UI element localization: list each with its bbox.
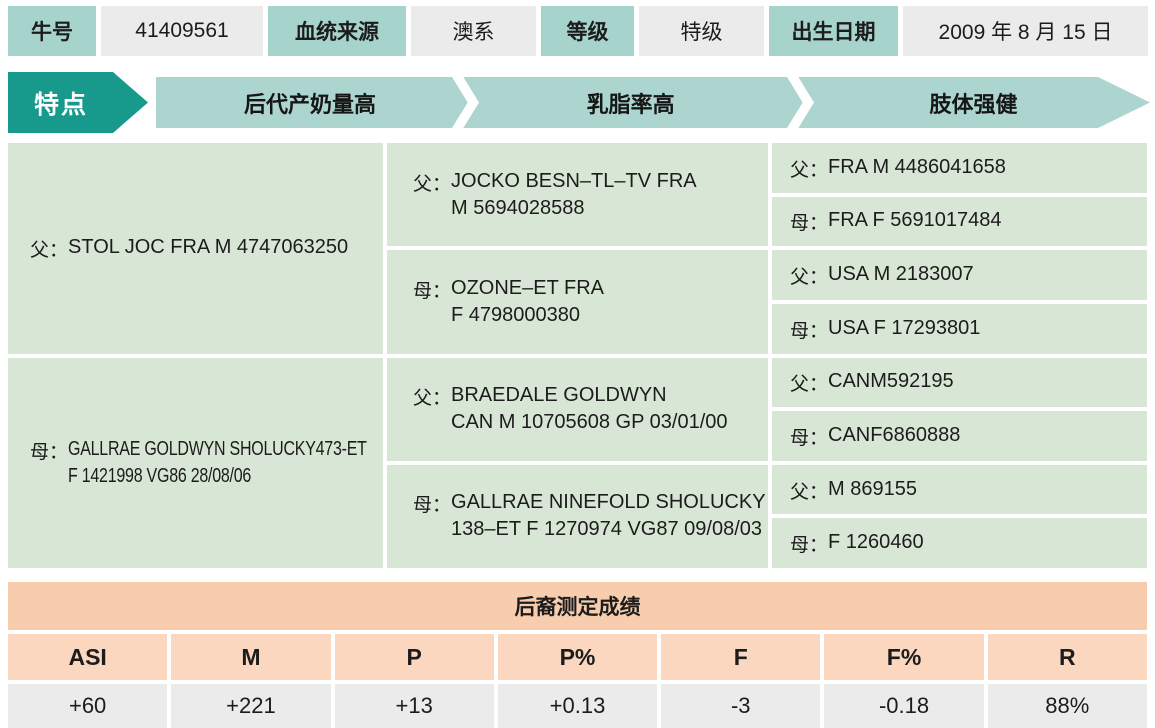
birthdate-value: 2009 年 8 月 15 日 bbox=[903, 6, 1148, 56]
bloodline-label: 血统来源 bbox=[268, 6, 406, 56]
relation-label: 父： bbox=[413, 173, 452, 195]
pedigree-cell-g3-1: 父： FRA M 4486041658 bbox=[772, 143, 1147, 193]
relation-label: 父： bbox=[790, 267, 829, 289]
animal-id: FRA F 5691017484 bbox=[828, 209, 1002, 232]
value-p: +13 bbox=[334, 684, 494, 728]
animal-id: F 1260460 bbox=[828, 531, 924, 554]
features-row: 特点 后代产奶量高 乳脂率高 肢体强健 bbox=[0, 72, 1155, 133]
relation-label: 母： bbox=[413, 280, 452, 302]
value-f-pct: -0.18 bbox=[824, 684, 984, 728]
animal-id: FRA M 4486041658 bbox=[828, 155, 1006, 178]
column-header-f: F bbox=[661, 634, 821, 680]
features-band: 后代产奶量高 乳脂率高 肢体强健 bbox=[156, 77, 1150, 128]
pedigree-grid: 父： STOL JOC FRA M 4747063250 母： GALLRAE … bbox=[8, 143, 1147, 568]
relation-label: 父： bbox=[790, 481, 829, 503]
animal-id: F 4798000380 bbox=[451, 303, 581, 326]
features-title-arrow: 特点 bbox=[8, 72, 148, 133]
value-r: 88% bbox=[987, 684, 1147, 728]
animal-id: USA M 2183007 bbox=[828, 263, 974, 286]
progeny-table-title: 后裔测定成绩 bbox=[8, 582, 1147, 630]
animal-id: STOL JOC FRA M 4747063250 bbox=[68, 236, 349, 259]
column-header-p: P bbox=[334, 634, 494, 680]
relation-label: 母： bbox=[790, 213, 829, 235]
relation-label: 母： bbox=[30, 441, 69, 463]
animal-name: GALLRAE NINEFOLD SHOLUCKY bbox=[451, 491, 766, 514]
progeny-value-row: +60 +221 +13 +0.13 -3 -0.18 88% bbox=[8, 684, 1147, 728]
value-p-pct: +0.13 bbox=[497, 684, 658, 728]
pedigree-cell-g3-8: 母： F 1260460 bbox=[772, 518, 1147, 568]
column-header-r: R bbox=[987, 634, 1147, 680]
value-f: -3 bbox=[661, 684, 821, 728]
column-header-f-pct: F% bbox=[824, 634, 984, 680]
feature-item-milk-yield: 后代产奶量高 bbox=[244, 91, 377, 117]
animal-id: M 5694028588 bbox=[451, 196, 585, 219]
relation-label: 母： bbox=[790, 535, 829, 557]
progeny-header-row: ASI M P P% F F% R bbox=[8, 634, 1147, 680]
relation-label: 母： bbox=[790, 427, 829, 449]
relation-label: 父： bbox=[413, 388, 452, 410]
value-asi: +60 bbox=[8, 684, 168, 728]
relation-label: 父： bbox=[30, 240, 69, 262]
pedigree-cell-g3-2: 母： FRA F 5691017484 bbox=[772, 196, 1147, 247]
animal-id: USA F 17293801 bbox=[828, 316, 981, 339]
animal-name: OZONE–ET FRA bbox=[451, 276, 605, 299]
pedigree-cell-dams-dam: 母： GALLRAE NINEFOLD SHOLUCKY 138–ET F 12… bbox=[387, 464, 768, 568]
column-header-p-pct: P% bbox=[497, 634, 658, 680]
column-header-m: M bbox=[171, 634, 331, 680]
animal-id: M 869155 bbox=[828, 477, 917, 500]
pedigree-cell-g3-4: 母： USA F 17293801 bbox=[772, 303, 1147, 354]
animal-id: F 1421998 VG86 28/08/06 bbox=[68, 464, 252, 487]
animal-name: GALLRAE GOLDWYN SHOLUCKY473-ET bbox=[68, 437, 367, 460]
pedigree-cell-dams-sire: 父： BRAEDALE GOLDWYN CAN M 10705608 GP 03… bbox=[387, 357, 768, 461]
animal-name: JOCKO BESN–TL–TV FRA bbox=[451, 169, 697, 192]
relation-label: 父： bbox=[790, 374, 829, 396]
pedigree-cell-dam: 母： GALLRAE GOLDWYN SHOLUCKY473-ET F 1421… bbox=[8, 357, 383, 568]
animal-name: BRAEDALE GOLDWYN bbox=[451, 384, 667, 407]
relation-label: 母： bbox=[413, 495, 452, 517]
pedigree-cell-sires-sire: 父： JOCKO BESN–TL–TV FRA M 5694028588 bbox=[387, 143, 768, 247]
pedigree-cell-g3-5: 父： CANM592195 bbox=[772, 357, 1147, 408]
animal-id: 138–ET F 1270974 VG87 09/08/03 bbox=[451, 518, 763, 541]
features-title: 特点 bbox=[34, 90, 89, 119]
info-bar: 牛号 41409561 血统来源 澳系 等级 特级 出生日期 2009 年 8 … bbox=[8, 6, 1148, 56]
pedigree-cell-g3-3: 父： USA M 2183007 bbox=[772, 250, 1147, 300]
pedigree-cell-sire: 父： STOL JOC FRA M 4747063250 bbox=[8, 143, 383, 354]
relation-label: 母： bbox=[790, 320, 829, 342]
cattle-id-value: 41409561 bbox=[101, 6, 263, 56]
bloodline-value: 澳系 bbox=[411, 6, 536, 56]
birthdate-label: 出生日期 bbox=[769, 6, 898, 56]
pedigree-cell-sires-dam: 母： OZONE–ET FRA F 4798000380 bbox=[387, 250, 768, 354]
feature-item-strong-limbs: 肢体强健 bbox=[929, 91, 1018, 117]
relation-label: 父： bbox=[790, 159, 829, 181]
value-m: +221 bbox=[171, 684, 331, 728]
column-header-asi: ASI bbox=[8, 634, 168, 680]
cattle-id-label: 牛号 bbox=[8, 6, 96, 56]
pedigree-cell-g3-6: 母： CANF6860888 bbox=[772, 411, 1147, 461]
grade-value: 特级 bbox=[639, 6, 764, 56]
grade-label: 等级 bbox=[541, 6, 634, 56]
feature-item-fat-rate: 乳脂率高 bbox=[586, 91, 675, 117]
animal-id: CANM592195 bbox=[828, 370, 954, 393]
animal-id: CAN M 10705608 GP 03/01/00 bbox=[451, 411, 728, 434]
animal-id: CANF6860888 bbox=[828, 423, 961, 446]
pedigree-cell-g3-7: 父： M 869155 bbox=[772, 464, 1147, 515]
